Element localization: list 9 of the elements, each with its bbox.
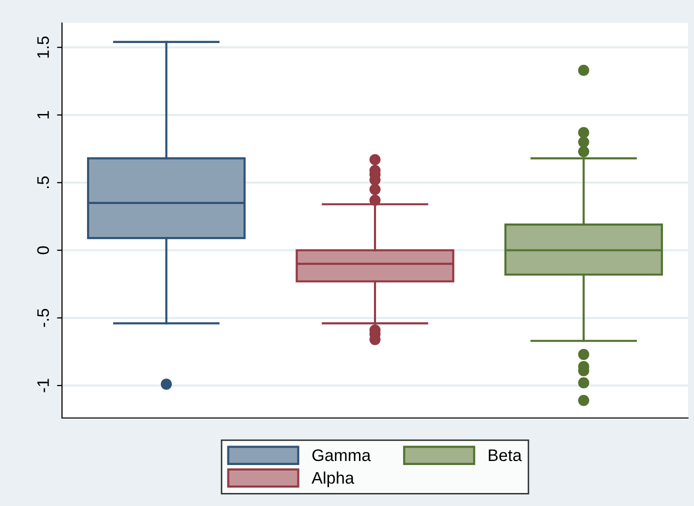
y-tick-label: -1 [37, 378, 49, 392]
y-tick-label: -.5 [37, 308, 49, 327]
y-tick-label: 1.5 [37, 36, 49, 58]
y-tick-label: .5 [37, 176, 49, 188]
legend-label: Beta [488, 450, 522, 462]
legend-label: Alpha [312, 472, 354, 488]
legend-label: Gamma [312, 449, 371, 462]
y-tick-label: 0 [37, 246, 49, 254]
y-tick-label: 1 [37, 111, 49, 118]
